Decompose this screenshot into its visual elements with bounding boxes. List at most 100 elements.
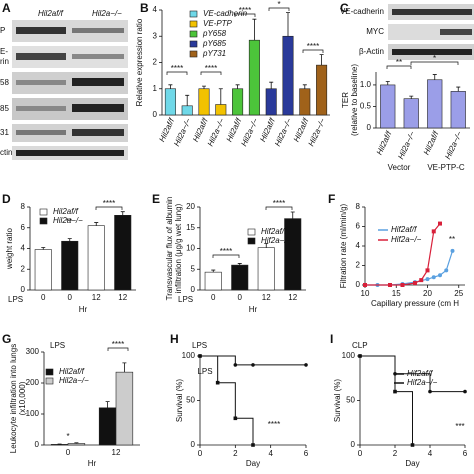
legend-label: Hif2af/f [391,225,417,234]
y-tick-label: 0 [153,110,158,119]
x-tick-label: 12 [92,293,101,302]
bar [115,371,134,446]
bar [284,218,302,291]
bar [181,105,193,116]
marker [438,273,442,278]
bar [316,64,328,116]
error-bar [202,85,206,89]
y-tick-label: 0 [191,285,196,294]
x-axis-label: Hr [79,305,88,314]
blot-strip [12,72,128,94]
y-tick-label: 1.0 [360,80,372,89]
legend-swatch [247,228,256,236]
annotation: ** [66,217,72,226]
error-bar [286,12,290,37]
bar [215,104,227,116]
annotation: **** [307,42,319,51]
bar [50,444,69,446]
bar [299,88,311,116]
legend-swatch [39,217,48,225]
blot-c [388,4,474,60]
error-bar [105,401,110,408]
error-bar [237,263,242,266]
x-tick-label: 12 [288,293,297,302]
error-bar [290,211,295,219]
y-tick-label: 2 [356,261,361,270]
legend-label: VE-PTP [203,19,233,28]
annotation: **** [112,340,124,349]
y-tick-label: 6 [21,223,26,232]
x-tick-label: 25 [454,289,463,298]
error-bar [409,95,414,99]
band [392,49,472,55]
bar [98,407,117,446]
x-tick-label: 2 [233,449,238,458]
error-bar [264,243,269,248]
x-tick-label: 10 [361,289,370,298]
legend-label: Hil2af/f [53,207,79,216]
y-tick-label: 3 [153,31,158,40]
significance-bracket [107,347,129,351]
band [16,150,124,156]
bar [450,91,466,129]
marker [419,278,424,283]
significance-bracket [302,49,324,53]
marker [251,363,255,367]
marker [425,277,430,282]
marker [215,380,220,385]
error-bar [385,81,390,85]
error-bar [74,442,79,444]
blot-strip [388,24,474,40]
y-tick-label: 100 [26,409,40,418]
y-tick-label: 300 [26,347,40,356]
y-axis-label: weight ratio [5,228,14,270]
band [72,129,124,136]
panel-letter: D [2,192,11,206]
error-bar [41,247,46,250]
panel-letter: B [140,1,149,15]
marker [363,283,367,287]
bar [427,79,443,129]
marker [304,363,308,367]
x-tick-label: 20 [423,289,432,298]
marker [251,443,255,447]
error-bar [94,222,99,226]
bar [198,88,210,116]
y-tick-label: 2 [153,58,158,67]
y-axis-label: Survival (%) [175,379,184,422]
legend-swatch [39,208,48,216]
bar [257,247,275,291]
y-tick-label: 100 [182,351,196,360]
row-label: LPS [178,295,193,304]
legend-label: VE-cadherin [203,9,248,18]
bar [282,35,294,116]
blot-row-label: 31 [0,128,9,137]
x-tick-label: 12 [262,293,271,302]
legend-label: Hif2a−/− [391,235,422,244]
row-label: LPS [8,295,23,304]
x-tick-label: 4 [428,449,433,458]
blot-header: Hil2a−/− [92,9,122,18]
annotation: **** [239,6,251,15]
marker [431,229,436,234]
error-bar [211,269,216,273]
legend-label: Hif2af/f [407,369,433,378]
y-tick-label: 15 [186,223,195,232]
legend-swatch [45,368,54,376]
bar [231,264,249,291]
x-axis-label: Hr [249,305,258,314]
annotation: **** [273,199,285,208]
x-tick-label: 4 [268,449,273,458]
x-tick-label: 2 [393,449,398,458]
y-tick-label: 8 [21,202,26,211]
bar [61,240,79,291]
annotation: **** [268,420,280,429]
x-tick-label: 0 [198,449,203,458]
blot-header: Hil2af/f [38,9,64,18]
blot-row-label: 85 [0,104,9,113]
error-bar [302,84,307,89]
y-axis-label: Survival (%) [333,379,342,422]
blot-strip [12,20,128,42]
x-tick-label: 0 [68,293,73,302]
